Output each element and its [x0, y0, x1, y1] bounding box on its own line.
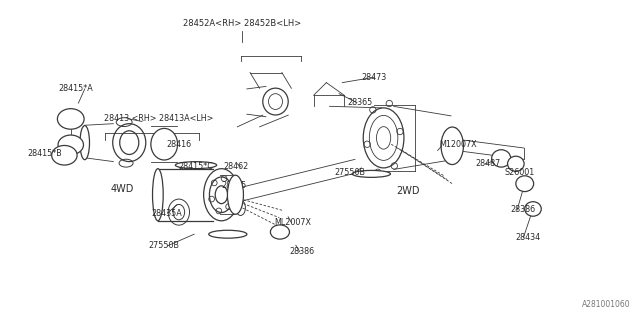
Text: 28365: 28365	[348, 98, 372, 107]
Text: A281001060: A281001060	[582, 300, 630, 309]
Text: S26001: S26001	[504, 167, 534, 177]
Ellipse shape	[352, 171, 390, 177]
Ellipse shape	[525, 202, 541, 216]
Ellipse shape	[441, 127, 463, 164]
Ellipse shape	[227, 175, 243, 214]
Text: 2WD: 2WD	[396, 186, 420, 196]
Text: 28415*A: 28415*A	[58, 84, 93, 93]
Text: M12007X: M12007X	[440, 140, 477, 149]
Text: 28435A: 28435A	[152, 209, 182, 218]
Ellipse shape	[492, 150, 511, 167]
Ellipse shape	[58, 135, 83, 155]
Text: 28386: 28386	[289, 247, 315, 256]
Ellipse shape	[52, 146, 77, 165]
Text: ML2007X: ML2007X	[274, 218, 311, 227]
Text: 28452A<RH> 28452B<LH>: 28452A<RH> 28452B<LH>	[183, 19, 301, 28]
Ellipse shape	[58, 109, 84, 129]
Text: 27550B: 27550B	[148, 241, 179, 251]
Text: 4WD: 4WD	[110, 184, 134, 194]
Text: 28415*C: 28415*C	[179, 163, 214, 172]
Ellipse shape	[152, 169, 163, 221]
Text: 28487: 28487	[476, 159, 501, 168]
Text: 28415*B: 28415*B	[28, 149, 62, 158]
Text: 28365: 28365	[221, 181, 246, 190]
Text: 28416: 28416	[166, 140, 191, 149]
Text: 27550B: 27550B	[334, 167, 365, 177]
Ellipse shape	[516, 176, 534, 192]
Text: 28473: 28473	[362, 73, 387, 82]
Ellipse shape	[209, 230, 247, 238]
Text: 28434: 28434	[516, 233, 541, 242]
Ellipse shape	[175, 162, 217, 169]
Ellipse shape	[508, 156, 524, 172]
Ellipse shape	[151, 128, 177, 160]
Ellipse shape	[80, 125, 90, 160]
Text: 28386: 28386	[511, 205, 536, 214]
Text: 28462: 28462	[223, 163, 248, 172]
Ellipse shape	[271, 225, 289, 239]
Text: 28413 <RH> 28413A<LH>: 28413 <RH> 28413A<LH>	[104, 115, 213, 124]
